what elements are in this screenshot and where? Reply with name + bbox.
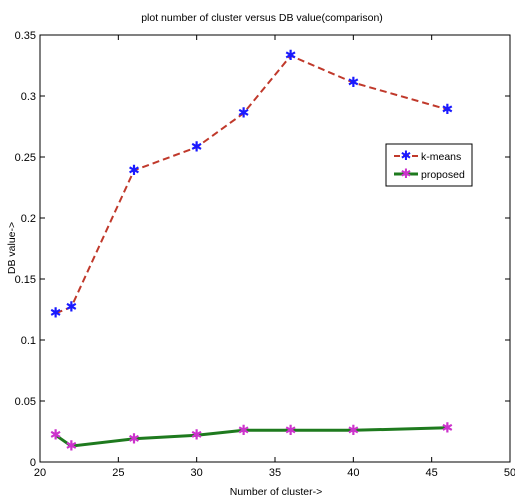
series-line-proposed (54, 426, 448, 448)
y-tick-label: 0.15 (15, 274, 36, 286)
plot-area (39, 34, 511, 463)
y-tick-label: 0.25 (15, 152, 36, 164)
legend-box (385, 143, 473, 187)
legend-marker-k-means: ✱ (401, 149, 412, 164)
data-point-proposed: ✱ (238, 423, 250, 439)
data-point-proposed: ✱ (441, 420, 453, 436)
y-tick-label: 0.1 (21, 335, 36, 347)
x-tick-label: 35 (269, 467, 281, 479)
data-point-proposed: ✱ (347, 423, 359, 439)
y-tick-label: 0.05 (15, 396, 36, 408)
data-point-k-means: ✱ (65, 300, 77, 316)
series-k-means: ✱ ✱✱✱✱✱✱✱ (50, 48, 453, 321)
data-point-proposed: ✱ (65, 439, 77, 455)
data-point-proposed: ✱ (191, 428, 203, 444)
chart-title: plot number of cluster versus DB value(c… (141, 12, 383, 24)
series-line-k-means (55, 54, 448, 315)
y-tick-label: 0.3 (21, 91, 36, 103)
x-axis-ticks: 20 25 30 35 40 45 50 (34, 35, 515, 479)
x-tick-label: 40 (347, 467, 359, 479)
data-point-proposed: ✱ (50, 428, 62, 444)
series-proposed: ✱✱ ✱ ✱ ✱ ✱ ✱ ✱ (50, 420, 453, 454)
data-point-k-means: ✱ (441, 102, 453, 118)
x-tick-label: 45 (426, 467, 438, 479)
legend-label-proposed: proposed (421, 169, 465, 181)
series-layer: ✱ ✱✱✱✱✱✱✱✱✱ ✱ ✱ ✱ ✱ ✱ ✱ (50, 48, 453, 454)
x-tick-label: 20 (34, 467, 46, 479)
legend: ✱ k-means ✱ proposed (385, 143, 473, 187)
y-tick-label: 0.2 (21, 213, 36, 225)
data-point-k-means: ✱ (128, 163, 140, 179)
data-point-k-means: ✱ (50, 306, 62, 322)
data-point-k-means: ✱ (238, 106, 250, 122)
x-tick-label: 25 (112, 467, 124, 479)
x-tick-label: 30 (191, 467, 203, 479)
data-point-k-means: ✱ (191, 140, 203, 156)
y-axis-label: DB value-> (6, 222, 18, 274)
data-point-k-means: ✱ (347, 75, 359, 91)
data-point-proposed: ✱ (285, 423, 297, 439)
data-point-k-means: ✱ (285, 48, 297, 64)
legend-label-k-means: k-means (421, 151, 461, 163)
y-axis-ticks: 0 0.05 0.1 0.15 0.2 0.25 0.3 0.35 (15, 30, 510, 469)
data-point-proposed: ✱ (128, 431, 140, 447)
legend-marker-proposed: ✱ (401, 167, 412, 182)
x-tick-label: 50 (504, 467, 515, 479)
y-tick-label: 0 (30, 457, 36, 469)
y-tick-label: 0.35 (15, 30, 36, 42)
x-axis-label: Number of cluster-> (230, 486, 323, 498)
